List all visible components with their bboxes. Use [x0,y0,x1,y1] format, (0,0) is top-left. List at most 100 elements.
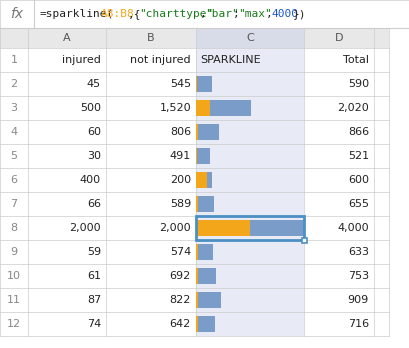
Bar [0,0,409,28]
Text: 866: 866 [347,127,368,137]
Text: 61: 61 [87,271,101,281]
Bar [0,312,28,336]
Bar [196,76,197,92]
Bar [206,172,212,188]
Text: 45: 45 [87,79,101,89]
Bar [0,72,28,96]
Bar [28,312,106,336]
Bar [198,292,220,308]
Text: 2,000: 2,000 [159,223,191,233]
Text: 642: 642 [169,319,191,329]
Text: 2,020: 2,020 [337,103,368,113]
Text: 521: 521 [347,151,368,161]
Bar [106,288,196,312]
Text: SPARKLINE: SPARKLINE [200,55,260,65]
Bar [28,192,106,216]
Bar [0,120,28,144]
Text: injured: injured [62,55,101,65]
Bar [196,144,303,168]
Bar [196,216,303,240]
Bar [106,168,196,192]
Bar [0,264,28,288]
Text: B: B [147,33,155,43]
Bar [196,216,303,240]
Bar [249,220,303,236]
Bar [196,100,209,116]
Text: 10: 10 [7,271,21,281]
Bar [197,124,219,140]
Bar [28,216,106,240]
Text: 4,000: 4,000 [337,223,368,233]
Bar [196,240,303,264]
Text: }): }) [292,9,306,19]
Bar [106,96,196,120]
Bar [196,264,303,288]
Bar [373,312,388,336]
Bar [303,264,373,288]
Bar [303,216,373,240]
Text: 3: 3 [11,103,18,113]
Bar [197,196,213,212]
Bar [196,312,303,336]
Text: ,: , [199,9,206,19]
Text: 909: 909 [347,295,368,305]
Text: 4: 4 [10,127,18,137]
Bar [106,72,196,96]
Bar [28,48,106,72]
Text: ,{: ,{ [128,9,141,19]
Bar [373,144,388,168]
Text: 6: 6 [11,175,18,185]
Text: 806: 806 [169,127,191,137]
Text: 692: 692 [169,271,191,281]
Text: 2,000: 2,000 [69,223,101,233]
Bar [196,268,197,284]
Text: 545: 545 [169,79,191,89]
Bar [196,196,197,212]
Bar [196,220,249,236]
Bar [106,312,196,336]
Bar [301,237,306,243]
Text: 2: 2 [10,79,18,89]
Bar [303,240,373,264]
Bar [303,48,373,72]
Bar [28,144,106,168]
Bar [196,148,209,164]
Bar [28,288,106,312]
Bar [196,172,206,188]
Bar [106,48,196,72]
Bar [106,192,196,216]
Text: 200: 200 [169,175,191,185]
Text: =sparkline(: =sparkline( [40,9,114,19]
Bar [197,244,213,260]
Bar [373,72,388,96]
Text: C: C [245,33,253,43]
Text: 590: 590 [347,79,368,89]
Bar [106,240,196,264]
Text: 400: 400 [80,175,101,185]
Bar [198,316,215,332]
Text: ,: , [265,9,272,19]
Bar [196,192,303,216]
Text: A8:B8: A8:B8 [100,9,134,19]
Bar [373,216,388,240]
Bar [373,96,388,120]
Bar [106,264,196,288]
Bar [106,120,196,144]
Bar [196,72,303,96]
Bar [373,192,388,216]
Bar [28,168,106,192]
Text: 60: 60 [87,127,101,137]
Text: 87: 87 [87,295,101,305]
Bar [196,168,303,192]
Text: 600: 600 [347,175,368,185]
Bar [28,72,106,96]
Text: 589: 589 [169,199,191,209]
Text: 1,520: 1,520 [159,103,191,113]
Bar [373,240,388,264]
Text: 500: 500 [80,103,101,113]
Text: 5: 5 [11,151,18,161]
Text: 822: 822 [169,295,191,305]
Bar [197,268,216,284]
Bar [0,96,28,120]
Text: 574: 574 [169,247,191,257]
